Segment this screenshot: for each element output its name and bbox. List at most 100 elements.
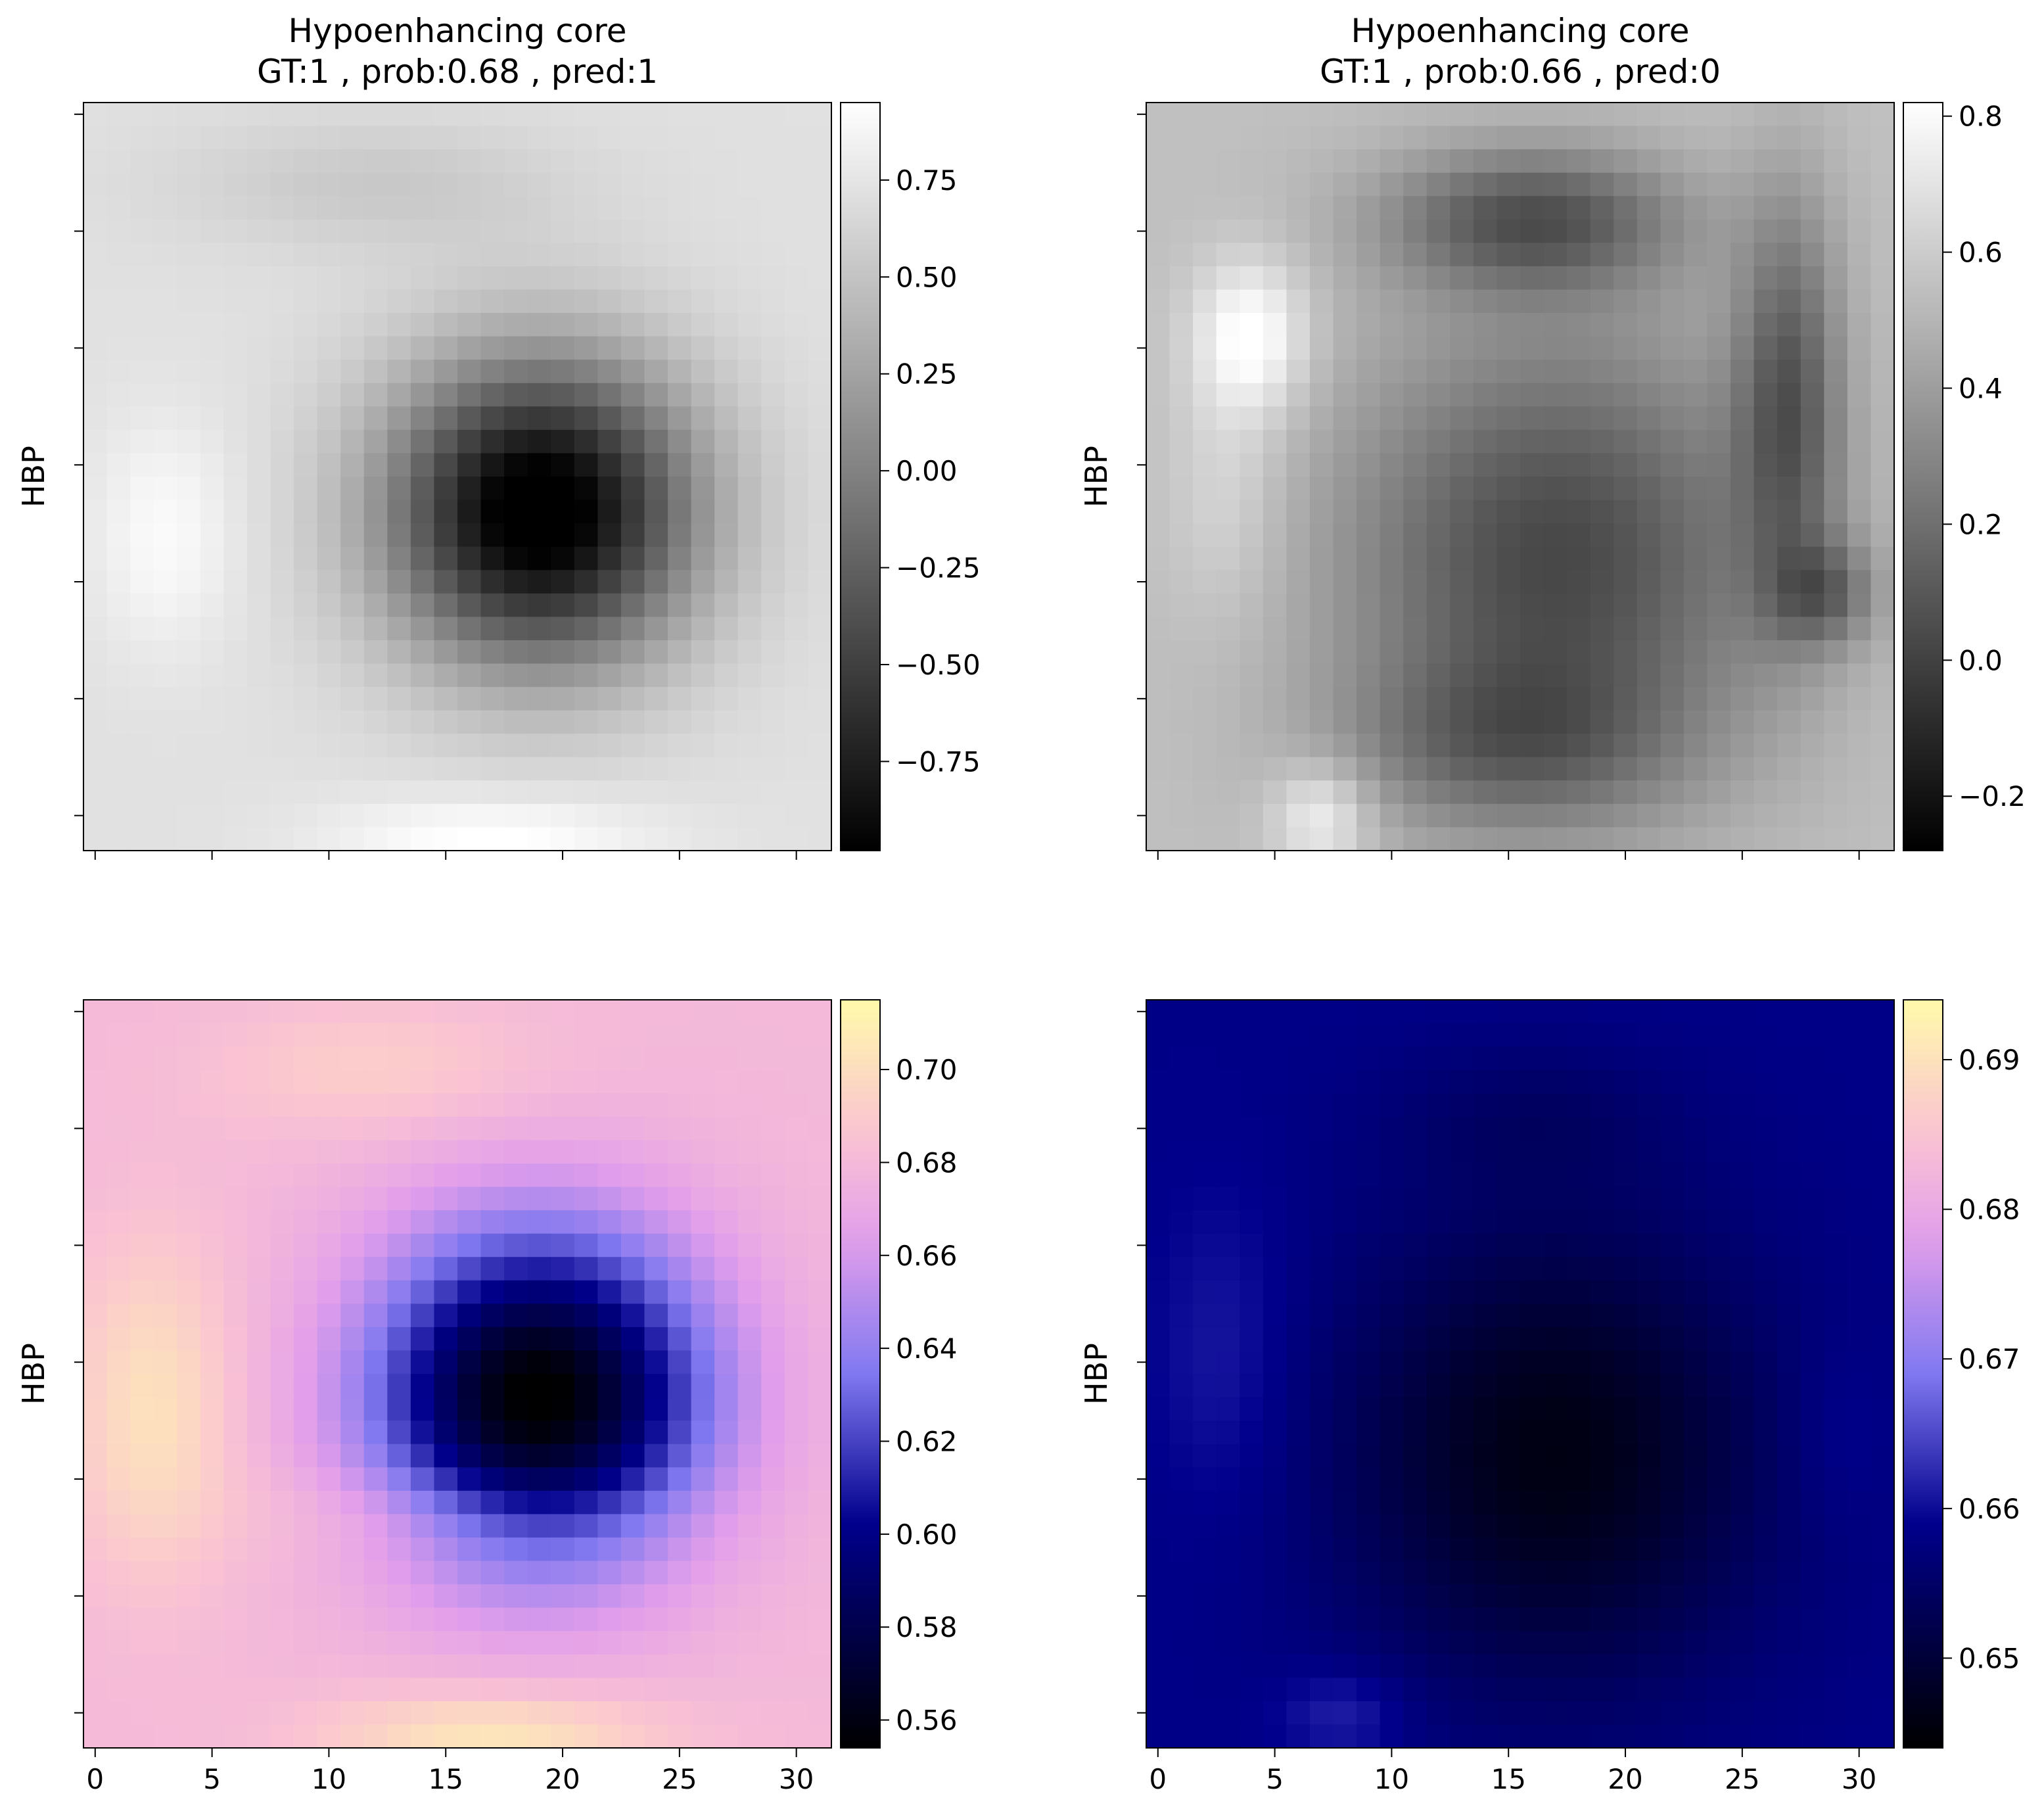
heatmap-cell (574, 149, 598, 174)
heatmap-cell (691, 1421, 715, 1445)
heatmap-cell (620, 1561, 645, 1585)
heatmap-cell (784, 1116, 809, 1141)
heatmap-cell (130, 243, 154, 267)
heatmap-cell (1309, 1537, 1334, 1562)
heatmap-cell (1730, 1350, 1755, 1375)
heatmap-cell (737, 1514, 762, 1538)
heatmap-cell (761, 1561, 785, 1585)
heatmap-cell (177, 1467, 201, 1492)
heatmap-cell (1660, 803, 1684, 828)
heatmap-cell (1286, 243, 1311, 267)
heatmap-cell (270, 1584, 294, 1609)
heatmap-cell (668, 313, 692, 337)
heatmap-cell (668, 383, 692, 407)
heatmap-cell (200, 593, 224, 617)
heatmap-cell (270, 803, 294, 828)
heatmap-cell (737, 523, 762, 548)
heatmap-cell (1263, 1023, 1287, 1047)
heatmap-cell (644, 1724, 668, 1749)
heatmap-cell (691, 126, 715, 150)
heatmap-cell (387, 1421, 411, 1445)
heatmap-cell (1473, 477, 1498, 501)
heatmap-cell (480, 1140, 505, 1164)
heatmap-cell (1683, 523, 1708, 548)
heatmap-cell (83, 663, 108, 688)
heatmap-cell (153, 617, 177, 641)
heatmap-cell (1497, 1327, 1521, 1352)
heatmap-cell (340, 780, 365, 805)
heatmap-cell (1286, 336, 1311, 360)
heatmap-cell (1847, 1561, 1872, 1585)
heatmap-cell (1870, 383, 1895, 407)
heatmap-cell (1497, 172, 1521, 197)
heatmap-cell (1707, 1490, 1731, 1515)
heatmap-cell (1567, 1257, 1591, 1281)
heatmap-cell (387, 360, 411, 384)
heatmap-cell (808, 1514, 832, 1538)
heatmap-cell (480, 710, 505, 734)
heatmap-cell (1240, 827, 1264, 851)
heatmap-cell (387, 734, 411, 758)
heatmap-cell (808, 1140, 832, 1164)
heatmap-cell (737, 1210, 762, 1235)
heatmap-cell (1286, 126, 1311, 150)
heatmap-cell (1754, 1000, 1778, 1024)
heatmap-cell (1193, 336, 1217, 360)
heatmap-cell (1614, 313, 1638, 337)
heatmap-cell (1800, 336, 1824, 360)
heatmap-cell (410, 1467, 435, 1492)
heatmap-cell (551, 172, 575, 197)
heatmap-cell (1614, 383, 1638, 407)
heatmap-cell (1426, 687, 1451, 711)
heatmap-cell (1263, 1140, 1287, 1164)
heatmap-cell (737, 1444, 762, 1468)
heatmap-cell (363, 640, 388, 665)
heatmap-cell (1590, 103, 1614, 127)
heatmap-cell (1309, 1374, 1334, 1398)
heatmap-cell (457, 172, 482, 197)
heatmap-cell (1216, 1000, 1240, 1024)
heatmap-cell (1754, 360, 1778, 384)
heatmap-cell (597, 289, 622, 314)
heatmap-cell (1590, 453, 1614, 477)
heatmap-cell (1824, 640, 1848, 665)
heatmap-cell (130, 429, 154, 454)
heatmap-cell (1333, 1093, 1357, 1117)
heatmap-cell (691, 1397, 715, 1421)
heatmap-cell (1216, 336, 1240, 360)
heatmap-cell (644, 803, 668, 828)
heatmap-cell (808, 1257, 832, 1281)
heatmap-cell (737, 593, 762, 617)
heatmap-cell (1754, 1537, 1778, 1562)
heatmap-cell (668, 1654, 692, 1678)
heatmap-cell (620, 1280, 645, 1304)
heatmap-cell (551, 1701, 575, 1726)
heatmap-cell (363, 1163, 388, 1188)
heatmap-cell (294, 827, 318, 851)
heatmap-cell (1426, 1023, 1451, 1047)
heatmap-cell (691, 1701, 715, 1726)
heatmap-cell (784, 1561, 809, 1585)
heatmap-cell (1707, 734, 1731, 758)
heatmap-cell (784, 1444, 809, 1468)
heatmap-cell (83, 780, 108, 805)
heatmap-cell (1567, 1537, 1591, 1562)
heatmap-cell (1473, 1163, 1498, 1188)
heatmap-cell (527, 1584, 551, 1609)
heatmap-cell (1543, 1350, 1568, 1375)
heatmap-cell (1497, 617, 1521, 641)
heatmap-cell (1777, 734, 1801, 758)
heatmap-cell (1450, 149, 1474, 174)
heatmap-cell (527, 126, 551, 150)
heatmap-cell (1590, 172, 1614, 197)
heatmap-cell (1800, 1000, 1824, 1024)
heatmap-cell (1870, 523, 1895, 548)
heatmap-cell (574, 1701, 598, 1726)
heatmap-cell (200, 172, 224, 197)
heatmap-cell (1637, 313, 1661, 337)
heatmap-cell (1590, 219, 1614, 243)
heatmap-cell (574, 1327, 598, 1352)
heatmap-cell (1683, 1397, 1708, 1421)
heatmap-cell (1637, 1140, 1661, 1164)
